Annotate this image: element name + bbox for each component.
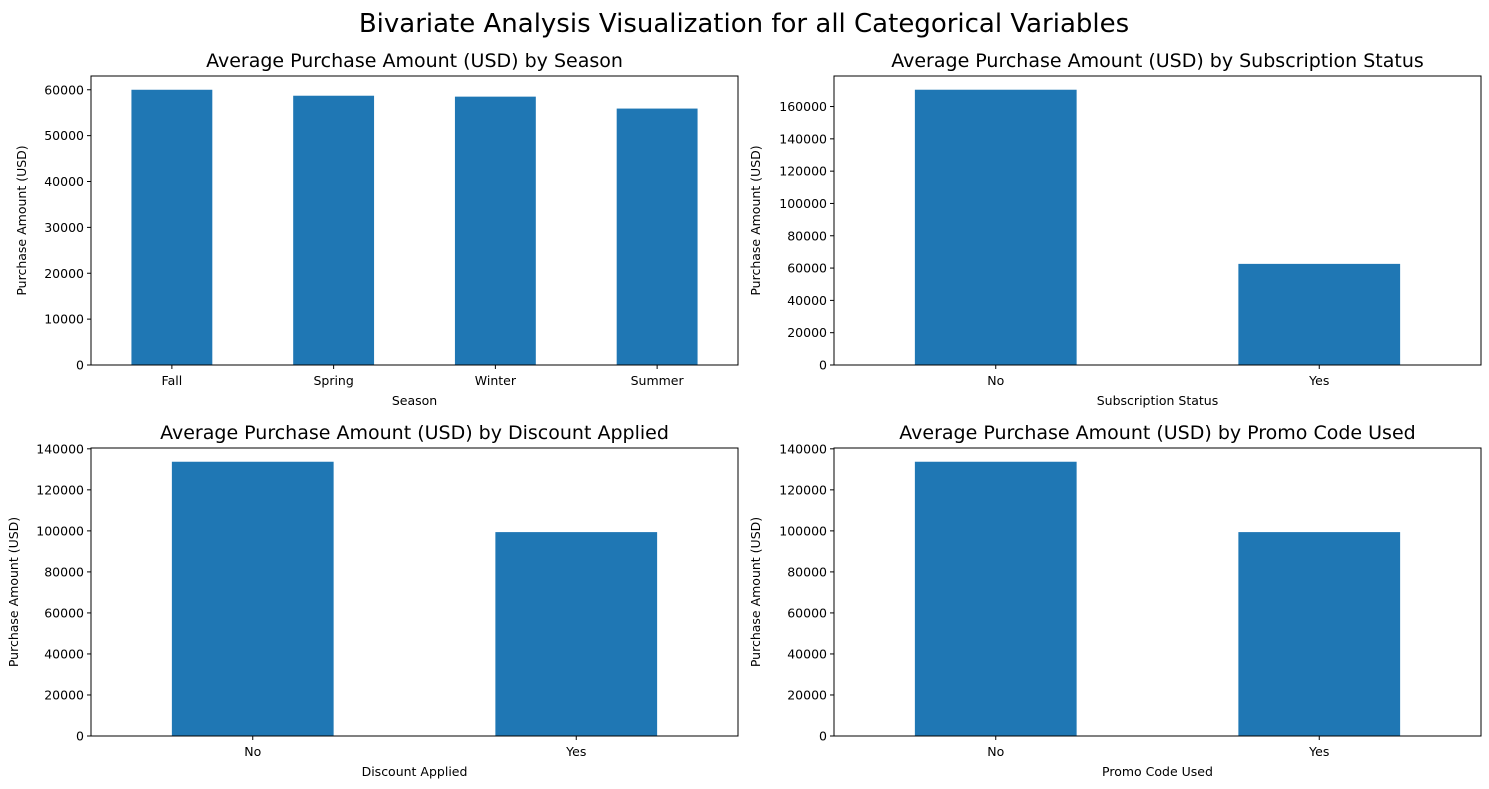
y-tick-label: 80000 <box>44 564 84 579</box>
x-axis-label: Promo Code Used <box>1102 764 1213 779</box>
y-tick-label: 60000 <box>787 605 827 620</box>
bar-fall <box>131 89 213 365</box>
chart-panel-4: Average Purchase Amount (USD) by Promo C… <box>748 422 1482 779</box>
chart-panel-3: Average Purchase Amount (USD) by Discoun… <box>6 422 739 779</box>
x-tick-label: Summer <box>631 373 685 388</box>
x-axis-label: Season <box>392 393 437 408</box>
y-tick-label: 140000 <box>779 131 827 146</box>
y-axis-label: Purchase Amount (USD) <box>748 145 763 295</box>
x-tick-label: Winter <box>475 373 517 388</box>
y-tick-label: 0 <box>76 729 84 744</box>
y-tick-label: 100000 <box>779 523 827 538</box>
y-tick-label: 50000 <box>44 128 84 143</box>
bar-no <box>171 461 334 736</box>
x-axis-label: Discount Applied <box>362 764 468 779</box>
bar-yes <box>1238 263 1401 365</box>
x-tick-label: No <box>244 744 261 759</box>
y-tick-label: 80000 <box>787 564 827 579</box>
y-tick-label: 40000 <box>787 293 827 308</box>
bar-no <box>914 461 1077 736</box>
x-tick-label: Yes <box>1308 373 1329 388</box>
bar-summer <box>616 108 698 366</box>
axes-frame <box>833 75 1482 366</box>
bar-spring <box>293 95 375 365</box>
y-tick-label: 140000 <box>36 441 84 456</box>
axes-frame <box>833 447 1482 737</box>
y-tick-label: 60000 <box>787 261 827 276</box>
y-tick-label: 140000 <box>779 441 827 456</box>
y-tick-label: 0 <box>76 358 84 373</box>
x-axis-label: Subscription Status <box>1097 393 1218 408</box>
y-tick-label: 20000 <box>787 325 827 340</box>
axes-frame <box>90 75 739 366</box>
chart-title: Average Purchase Amount (USD) by Promo C… <box>899 422 1415 444</box>
y-tick-label: 40000 <box>44 646 84 661</box>
y-tick-label: 80000 <box>787 228 827 243</box>
chart-title: Average Purchase Amount (USD) by Subscri… <box>891 50 1424 72</box>
y-tick-label: 60000 <box>44 82 84 97</box>
bar-yes <box>495 532 658 736</box>
chart-panel-2: Average Purchase Amount (USD) by Subscri… <box>748 50 1482 408</box>
y-axis-label: Purchase Amount (USD) <box>6 517 21 667</box>
y-tick-label: 100000 <box>36 523 84 538</box>
y-tick-label: 0 <box>819 729 827 744</box>
y-axis-label: Purchase Amount (USD) <box>748 517 763 667</box>
y-tick-label: 20000 <box>44 687 84 702</box>
y-axis-label: Purchase Amount (USD) <box>14 145 29 295</box>
axes-frame <box>90 447 739 737</box>
y-tick-label: 10000 <box>44 312 84 327</box>
x-tick-label: No <box>987 373 1004 388</box>
y-tick-label: 30000 <box>44 220 84 235</box>
x-tick-label: Fall <box>162 373 183 388</box>
x-tick-label: Yes <box>565 744 586 759</box>
chart-title: Average Purchase Amount (USD) by Discoun… <box>160 422 669 444</box>
y-tick-label: 40000 <box>787 646 827 661</box>
x-tick-label: No <box>987 744 1004 759</box>
chart-panel-1: Average Purchase Amount (USD) by Season 0… <box>14 50 739 408</box>
panels: Average Purchase Amount (USD) by Season 0… <box>6 50 1482 779</box>
x-tick-label: Spring <box>313 373 353 388</box>
y-tick-label: 120000 <box>779 164 827 179</box>
y-tick-label: 120000 <box>779 482 827 497</box>
y-tick-label: 20000 <box>787 687 827 702</box>
bar-winter <box>454 96 536 366</box>
chart-title: Average Purchase Amount (USD) by Season <box>206 50 623 72</box>
y-tick-label: 40000 <box>44 174 84 189</box>
y-tick-label: 160000 <box>779 99 827 114</box>
bar-yes <box>1238 532 1401 736</box>
y-tick-label: 20000 <box>44 266 84 281</box>
bar-no <box>914 89 1077 365</box>
figure-title: Bivariate Analysis Visualization for all… <box>359 9 1129 39</box>
x-tick-label: Yes <box>1308 744 1329 759</box>
y-tick-label: 120000 <box>36 482 84 497</box>
y-tick-label: 100000 <box>779 196 827 211</box>
y-tick-label: 0 <box>819 358 827 373</box>
y-tick-label: 60000 <box>44 605 84 620</box>
